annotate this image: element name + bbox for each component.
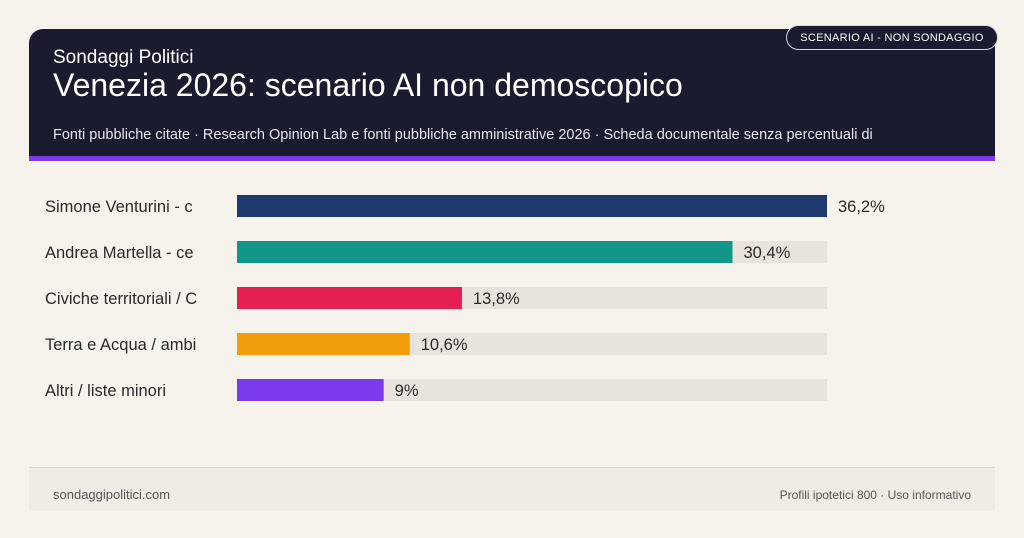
footer-note: Profili ipotetici 800 · Uso informativo [779,488,971,502]
value-label: 9% [395,382,419,400]
bar-track [237,379,827,401]
bar [237,241,733,263]
category-label: Altri / liste minori [45,382,166,400]
scenario-badge: SCENARIO AI - NON SONDAGGIO [786,25,998,50]
bar [237,195,827,217]
category-label: Terra e Acqua / ambi [45,336,196,354]
footer-site: sondaggipolitici.com [53,487,171,502]
value-label: 10,6% [421,336,468,354]
header-subtitle: Fonti pubbliche citate · Research Opinio… [53,127,873,143]
category-label: Civiche territoriali / C [45,290,197,308]
category-label: Andrea Martella - ce [45,244,194,262]
header-kicker: Sondaggi Politici [53,47,194,68]
category-label: Simone Venturini - c [45,198,193,216]
page-title: Venezia 2026: scenario AI non demoscopic… [53,67,683,103]
value-label: 13,8% [473,290,520,308]
value-label: 36,2% [838,198,885,216]
value-label: 30,4% [743,244,790,262]
header-panel: Sondaggi Politici Venezia 2026: scenario… [29,29,995,156]
header-accent-line [29,156,995,161]
bar [237,333,410,355]
bar [237,379,384,401]
bar [237,287,462,309]
footer: sondaggipolitici.com Profili ipotetici 8… [29,467,995,511]
